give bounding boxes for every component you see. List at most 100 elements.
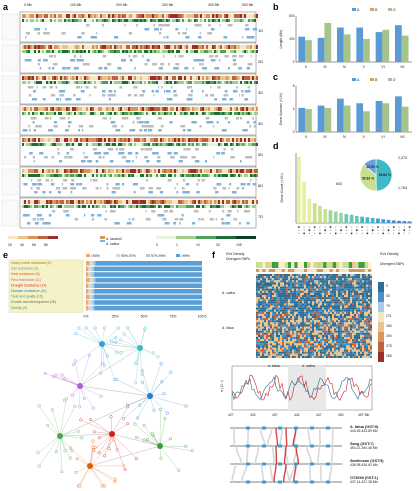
divergence-cell [326,284,328,287]
divergence-cell [258,292,260,295]
svs-density-label: SVs Density [226,252,245,256]
density-cell [92,200,94,204]
density-cell [194,45,196,49]
density-cell [130,107,132,111]
divergence-cell [296,278,298,281]
group-label-1d: 1D [258,28,264,33]
divergence-cell [318,322,320,325]
divergence-cell [348,307,350,310]
density-cell [200,138,202,142]
divergence-cell [348,309,350,312]
divergence-cell [342,286,344,289]
gene-density-cell [222,174,224,177]
divergence-cell [288,347,290,350]
sv-mark [153,152,159,155]
sv-mark [145,218,151,221]
green-scale-swatch [156,236,176,239]
density-cell [104,169,106,173]
gene-density-cell [122,19,124,22]
divergence-cell [318,290,320,293]
gene-density-cell [182,50,184,53]
divergence-cell [276,326,278,329]
sv-mark [53,125,57,128]
divergence-cell [356,339,358,342]
gene-density-cell [124,143,126,146]
gene-density-cell [160,174,162,177]
divergence-cell [358,290,360,293]
divergence-cell [334,347,336,350]
sv-mark [92,179,98,182]
gene-density-cell [174,81,176,84]
divergence-cell [318,307,320,310]
divergence-cell [370,286,372,289]
divergence-cell [260,309,262,312]
sv-mark [224,90,228,93]
divergence-cell [338,303,340,306]
divergence-cell [336,322,338,325]
divergence-cell [336,284,338,287]
density-cell [228,169,230,173]
intersection-dot [387,229,390,232]
divergence-cell [352,332,354,335]
density-cell [256,138,258,142]
sv-mark [121,148,125,151]
divergence-cell [296,288,298,291]
panel-f-header: SVs Density Divergent SNPs SVs Density D… [218,252,418,272]
divergent-snp-cell [304,269,308,272]
gene-density-cell [52,174,54,177]
sv-mark [141,125,145,128]
pie-slice [363,158,377,176]
divergence-cell [344,286,346,289]
divergence-cell [322,339,324,342]
stacked-segment [94,305,202,311]
divergence-cell [312,349,314,352]
divergence-cell [340,274,342,277]
divergence-cell [256,320,258,323]
gene-density-cell [198,19,200,22]
density-cell [84,169,86,173]
divergence-cell [354,295,356,298]
divergence-cell [314,292,316,295]
gene-density-cell [252,112,254,115]
divergence-cell [260,316,262,319]
density-cell [180,107,182,111]
divergence-cell [286,328,288,331]
divergence-cell [278,328,280,331]
gene-density-cell [26,19,28,22]
divergence-cell [282,309,284,312]
divergence-cell [320,347,322,350]
sv-mark [158,67,163,70]
divergence-cell [356,341,358,344]
gene-density-cell [152,143,154,146]
divergence-cell [302,326,304,329]
gene-density-cell [226,174,228,177]
gene-density-cell [242,143,244,146]
gene-density-cell [244,205,246,208]
gene-density-cell [218,50,220,53]
legend-label: A [357,78,360,82]
divergence-cell [268,322,270,325]
density-cell [232,169,234,173]
divergence-cell [270,286,272,289]
svs-density-cell [336,262,340,268]
density-cell [122,169,124,173]
density-cell [142,76,144,80]
svs-density-cell [288,262,292,268]
divergence-cell [344,292,346,295]
sv-mark [128,218,131,221]
gene-density-cell [242,174,244,177]
sv-mark [76,98,81,101]
divergence-cell [302,330,304,333]
intersection-dot [392,232,395,235]
sv-mark [67,98,72,101]
divergence-cell [322,286,324,289]
divergence-cell [350,278,352,281]
density-cell [236,169,238,173]
x-tick-label: 25% [112,314,119,318]
divergence-cell [286,334,288,337]
sv-mark [238,55,244,58]
divergence-cell [260,276,262,279]
sv-mark [208,24,211,27]
divergence-cell [340,326,342,329]
